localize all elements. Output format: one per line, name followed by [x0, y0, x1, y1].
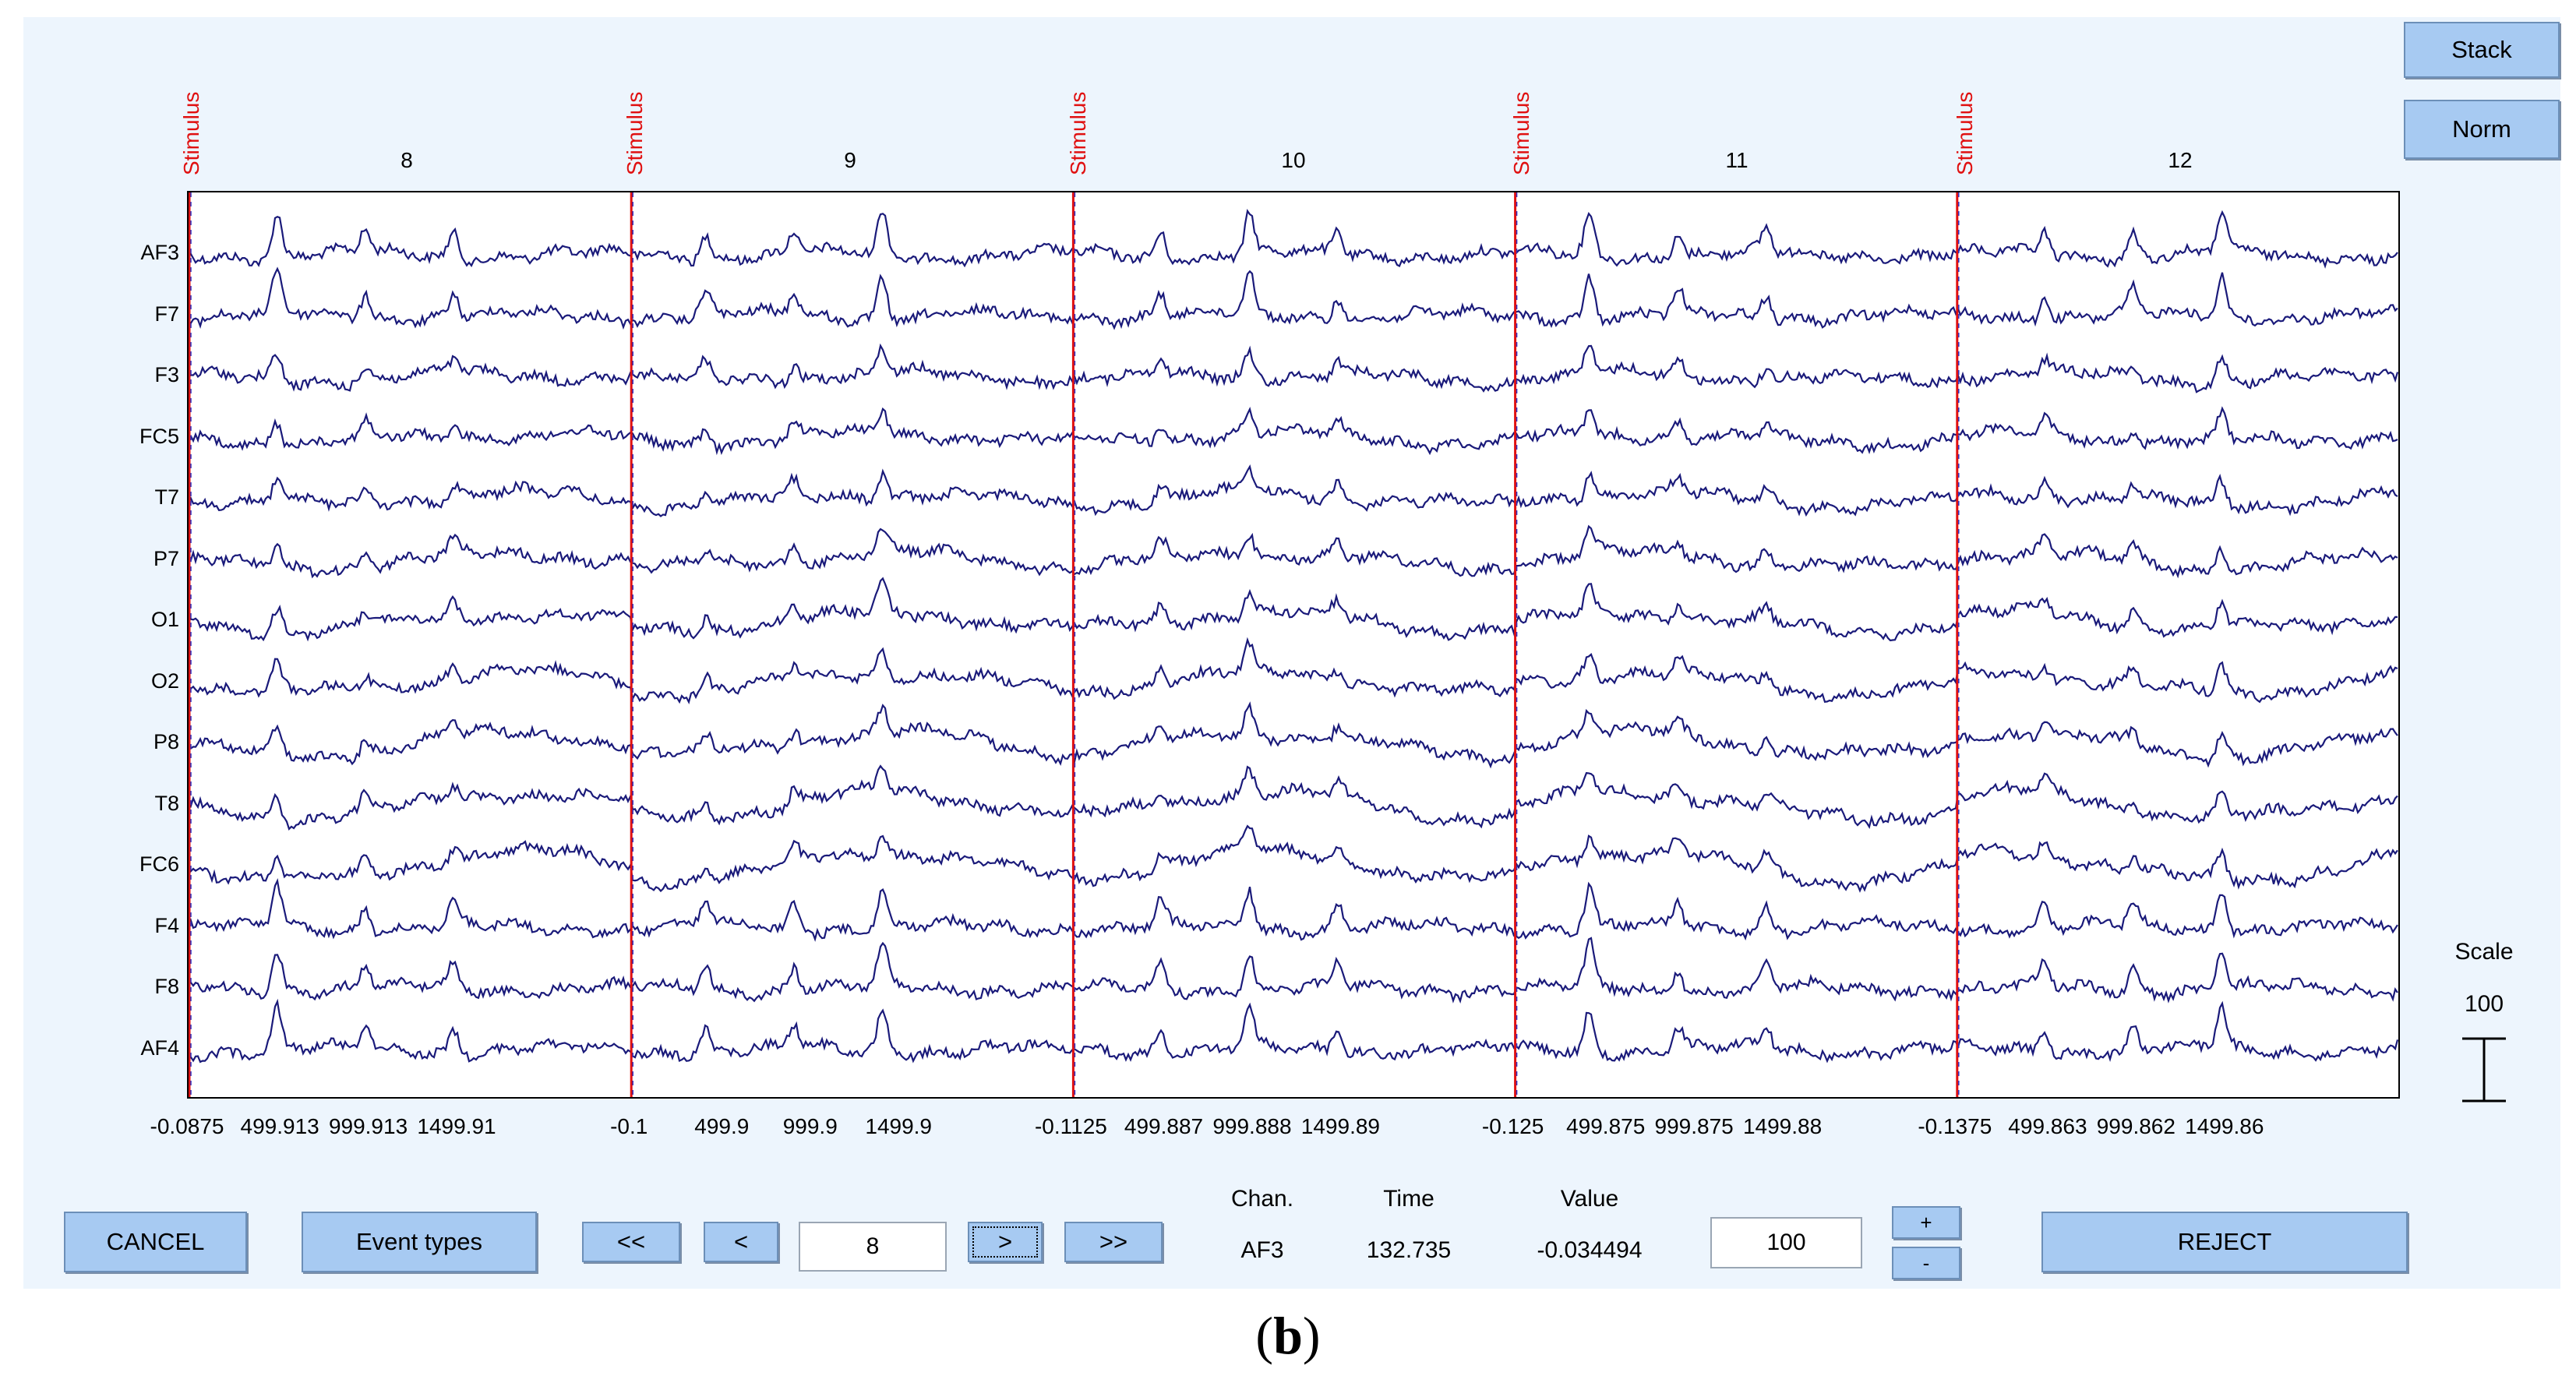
- time-tick-label: 499.875: [1566, 1114, 1646, 1138]
- event-types-button[interactable]: Event types: [302, 1212, 537, 1272]
- time-tick-label: 999.862: [2096, 1114, 2175, 1138]
- caption-letter: b: [1273, 1306, 1303, 1365]
- eeg-trace-t8: [189, 764, 2398, 831]
- time-value: 132.735: [1366, 1237, 1452, 1263]
- time-tick-label: 499.863: [2008, 1114, 2087, 1138]
- scale-label: Scale: [2454, 939, 2514, 965]
- scale-input[interactable]: 100: [1710, 1217, 1862, 1268]
- eeg-trace-f3: [189, 343, 2398, 393]
- time-tick-label: -0.1375: [1918, 1114, 1992, 1138]
- previous-epoch-button[interactable]: <: [704, 1222, 778, 1262]
- time-tick-label: 1499.86: [2185, 1114, 2264, 1138]
- norm-button[interactable]: Norm: [2404, 100, 2560, 159]
- eeg-trace-f7: [189, 266, 2398, 330]
- time-tick-label: 1499.9: [865, 1114, 933, 1138]
- epoch-number-11: 11: [1725, 148, 1749, 172]
- reject-button[interactable]: REJECT: [2041, 1212, 2408, 1272]
- eeg-trace-p8: [189, 701, 2398, 769]
- eeg-trace-fc6: [189, 824, 2398, 893]
- channel-value: AF3: [1240, 1237, 1284, 1263]
- epoch-number-10: 10: [1281, 148, 1306, 172]
- channel-label-t8: T8: [154, 791, 179, 815]
- eeg-trace-f4: [189, 878, 2398, 942]
- time-tick-label: 1499.88: [1742, 1114, 1823, 1138]
- time-tick-label: -0.0875: [150, 1114, 224, 1138]
- channel-label-o1: O1: [150, 608, 179, 631]
- eeg-trace-af3: [189, 208, 2398, 269]
- time-tick-label: -0.125: [1481, 1114, 1544, 1138]
- stack-button[interactable]: Stack: [2404, 22, 2560, 78]
- caption-open: (: [1255, 1306, 1274, 1365]
- channel-label-fc5: FC5: [139, 424, 179, 448]
- figure-caption: (b): [1255, 1305, 1320, 1367]
- first-epoch-button[interactable]: <<: [582, 1222, 680, 1262]
- time-tick-label: 499.9: [694, 1114, 750, 1138]
- stimulus-marker-label-11: Stimulus: [1509, 91, 1533, 175]
- time-tick-label: 999.913: [328, 1114, 408, 1138]
- time-tick-label: 999.9: [782, 1114, 838, 1138]
- time-tick-label: 999.875: [1654, 1114, 1734, 1138]
- time-tick-label: -0.1125: [1034, 1114, 1107, 1138]
- channel-label-f7: F7: [154, 302, 179, 326]
- time-tick-label: 499.913: [240, 1114, 319, 1138]
- eeg-traces: [189, 192, 2398, 1097]
- last-epoch-button[interactable]: >>: [1064, 1222, 1163, 1262]
- time-tick-label: -0.1: [610, 1114, 648, 1138]
- epoch-number-8: 8: [401, 148, 413, 172]
- time-label: Time: [1383, 1186, 1434, 1212]
- channel-label-f3: F3: [154, 363, 179, 386]
- stimulus-marker-label-9: Stimulus: [623, 91, 647, 175]
- time-tick-label: 999.888: [1212, 1114, 1292, 1138]
- scale-value: 100: [2464, 991, 2504, 1017]
- stimulus-marker-label-12: Stimulus: [1953, 91, 1977, 175]
- scale-plus-button[interactable]: +: [1892, 1206, 1960, 1239]
- time-tick-label: 499.887: [1124, 1114, 1204, 1138]
- eeg-trace-o2: [189, 637, 2398, 704]
- value-value: -0.034494: [1537, 1237, 1643, 1263]
- eeg-trace-f8: [189, 937, 2398, 1004]
- stimulus-marker-label-10: Stimulus: [1066, 91, 1090, 175]
- channel-label-p7: P7: [153, 546, 179, 570]
- epoch-number-input[interactable]: 8: [799, 1222, 947, 1272]
- eeg-trace-fc5: [189, 406, 2398, 456]
- channel-label-af3: AF3: [140, 241, 179, 264]
- caption-close: ): [1302, 1306, 1321, 1365]
- channel-label-o2: O2: [150, 669, 179, 693]
- stimulus-marker-label-8: Stimulus: [179, 91, 203, 175]
- epoch-number-12: 12: [2168, 148, 2193, 172]
- next-epoch-button[interactable]: >: [968, 1222, 1043, 1262]
- scale-bar-icon: [2462, 1037, 2506, 1103]
- channel-label-af4: AF4: [140, 1035, 179, 1060]
- epoch-number-9: 9: [844, 148, 856, 172]
- cancel-button[interactable]: CANCEL: [64, 1212, 247, 1272]
- time-tick-label: 1499.91: [417, 1114, 496, 1138]
- value-label: Value: [1560, 1186, 1619, 1212]
- channel-label-p8: P8: [153, 730, 179, 753]
- scale-minus-button[interactable]: -: [1892, 1247, 1960, 1279]
- eeg-trace-t7: [189, 464, 2398, 517]
- eeg-trace-af4: [189, 998, 2398, 1064]
- time-tick-label: 1499.89: [1300, 1114, 1380, 1138]
- eeg-plot-area[interactable]: [187, 191, 2400, 1099]
- channel-label-f8: F8: [154, 975, 179, 998]
- eeg-trace-p7: [189, 524, 2398, 579]
- channel-label-fc6: FC6: [139, 852, 179, 876]
- channel-label-t7: T7: [154, 485, 179, 509]
- channel-label: Chan.: [1230, 1186, 1294, 1212]
- eeg-trace-o1: [189, 577, 2398, 642]
- channel-label-f4: F4: [154, 913, 179, 937]
